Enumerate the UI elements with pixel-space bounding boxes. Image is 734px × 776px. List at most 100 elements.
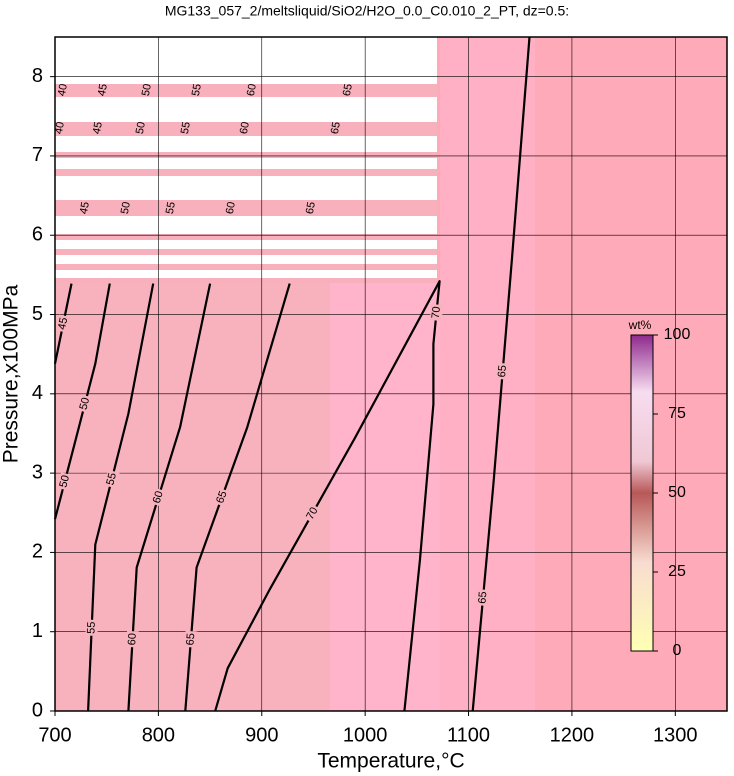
level-label-group: 65: [341, 83, 355, 97]
level-label-group: 50: [119, 201, 133, 215]
contour-label-bg: [85, 619, 99, 636]
level-label: 45: [91, 121, 105, 135]
colorbar-tick-label: 100: [664, 326, 691, 343]
y-tick-label: 4: [32, 382, 43, 404]
level-label: 65: [329, 121, 343, 135]
contour-label-group: 60: [126, 630, 139, 648]
x-axis-label: Temperature,°C: [317, 750, 464, 773]
x-tick-label: 1300: [653, 724, 698, 746]
contour-label-group: 70: [303, 503, 322, 524]
level-label: 65: [304, 201, 318, 215]
colorbar-label: wt%: [628, 318, 652, 332]
level-label-group: 55: [190, 83, 204, 97]
contour-label: 45: [56, 316, 70, 330]
contour-label-group: 70: [429, 303, 444, 322]
contour-label-bg: [496, 362, 510, 380]
x-tick-label: 800: [142, 724, 175, 746]
contour-label-group: 65: [184, 630, 198, 648]
level-label-group: 50: [140, 83, 154, 97]
contour-label: 70: [430, 306, 443, 319]
level-label-group: 45: [91, 121, 105, 135]
colorbar-tick-label: 0: [673, 642, 682, 659]
level-label-group: 45: [78, 201, 92, 215]
contour-label: 65: [214, 489, 229, 505]
contour-label-group: 50: [56, 472, 73, 491]
contour-label-bg: [213, 487, 231, 507]
y-tick-label: 5: [32, 303, 43, 325]
x-tick-label: 900: [245, 724, 278, 746]
contour-line: [214, 280, 441, 712]
contour-label-bg: [126, 630, 139, 648]
level-label-group: 55: [164, 201, 178, 215]
contour-label-bg: [476, 589, 490, 607]
level-label: 60: [245, 83, 259, 97]
chart-title: MG133_057_2/meltsliquid/SiO2/H2O_0.0_C0.…: [165, 3, 569, 19]
level-label: 45: [96, 83, 110, 97]
contour-label-group: 50: [77, 394, 93, 413]
contour-label-group: 45: [55, 314, 71, 333]
contour-label-bg: [55, 314, 71, 333]
contour-label-group: 55: [85, 619, 99, 636]
contour-label-bg: [77, 394, 93, 413]
contour-label-group: 60: [150, 487, 167, 507]
contour-label-bg: [150, 487, 167, 507]
contour-label: 65: [184, 633, 197, 646]
level-label: 45: [78, 201, 92, 215]
level-label-group: 40: [56, 83, 70, 97]
colorbar-tick-label: 25: [668, 563, 686, 580]
level-label: 40: [56, 83, 70, 97]
x-tick-label: 1100: [447, 724, 490, 746]
level-label-group: 50: [134, 121, 148, 135]
colorbar: wt% 0 25 50 75 100: [628, 318, 691, 659]
level-label-group: 60: [245, 83, 259, 97]
level-label: 40: [53, 121, 67, 135]
y-tick-label: 8: [32, 65, 43, 87]
contour-label: 50: [57, 474, 72, 489]
y-tick-label: 3: [32, 461, 43, 483]
level-label-group: 65: [304, 201, 318, 215]
level-label: 55: [164, 201, 178, 215]
level-label: 60: [238, 121, 252, 135]
contour-label-bg: [104, 469, 120, 489]
x-tick-label: 1200: [550, 724, 595, 746]
level-label: 55: [179, 121, 193, 135]
contour-label: 65: [496, 365, 509, 378]
level-label: 55: [190, 83, 204, 97]
contour-label-bg: [184, 630, 198, 648]
contour-label: 50: [78, 396, 93, 411]
level-label: 50: [140, 83, 154, 97]
y-tick-label: 6: [32, 224, 43, 246]
contour-label-group: 65: [213, 487, 231, 507]
level-label-group: 45: [96, 83, 110, 97]
level-label-group: 55: [179, 121, 193, 135]
y-tick-label: 7: [32, 144, 43, 166]
plot-frame: [54, 36, 728, 712]
contour-label: 55: [85, 621, 98, 634]
level-label-group: 40: [53, 121, 67, 135]
level-label-group: 65: [329, 121, 343, 135]
y-axis-label: Pressure,x100MPa: [0, 284, 23, 463]
contour-label-bg: [56, 472, 73, 491]
level-label: 60: [224, 201, 238, 215]
level-label: 50: [119, 201, 133, 215]
contours: 45 50 50 55 55 60 60 65 65 70 70 65 65 40 45 50 55 60 65 40…: [53, 36, 531, 712]
contour-label: 55: [104, 472, 119, 487]
x-tick-label: 700: [38, 724, 71, 746]
contour-label-group: 65: [496, 362, 510, 380]
y-tick-label: 1: [32, 620, 43, 642]
level-label-group: 60: [224, 201, 238, 215]
contour-label: 60: [126, 633, 139, 646]
plot-background: [55, 37, 727, 711]
colorbar-gradient: [630, 334, 654, 652]
contour-label-group: 55: [104, 469, 120, 489]
contour-label-bg: [303, 503, 322, 524]
level-label: 50: [134, 121, 148, 135]
contour-label-bg: [429, 303, 444, 322]
colorbar-tick-label: 50: [668, 484, 686, 501]
colorbar-tick-label: 75: [668, 405, 686, 422]
y-tick-label: 2: [32, 541, 43, 563]
level-label: 65: [341, 83, 355, 97]
contour-label-group: 65: [476, 589, 490, 607]
y-tick-label: 0: [32, 699, 43, 721]
